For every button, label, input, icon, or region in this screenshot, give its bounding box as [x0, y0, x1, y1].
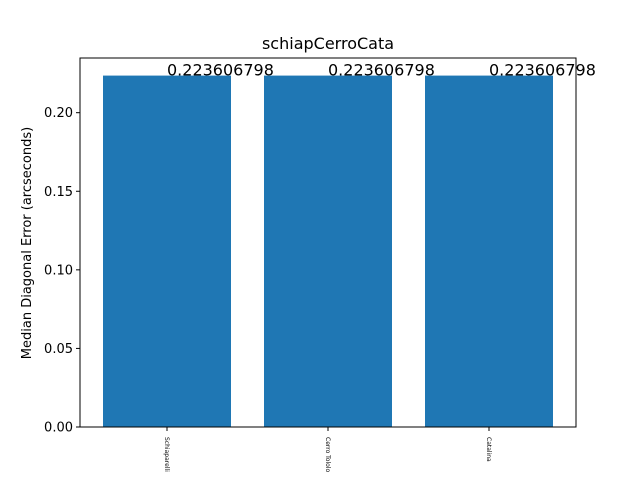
data-label: 0.223606798	[489, 61, 596, 80]
y-tick-label: 0.10	[44, 263, 73, 278]
y-tick-label: 0.00	[44, 421, 73, 436]
axes-frame	[79, 57, 577, 428]
y-axis-label: Median Diagonal Error (arcseconds)	[20, 127, 35, 359]
bar	[264, 75, 392, 427]
data-label: 0.223606798	[167, 61, 274, 80]
y-tick-label: 0.20	[44, 106, 73, 121]
y-tick-label: 0.05	[44, 342, 73, 357]
y-tick-label: 0.15	[44, 185, 73, 200]
data-label: 0.223606798	[328, 61, 435, 80]
x-tick-label: Catalina	[485, 437, 492, 462]
x-tick-label: Cerro Tololo	[324, 437, 331, 472]
bar	[103, 75, 231, 427]
bar	[425, 75, 553, 427]
x-tick-label: Schiaparelli	[163, 437, 170, 472]
plot-area: 0.00 0.05 0.10 0.15 0.20 Schiaparelli 0.223606…	[44, 61, 596, 473]
chart-title: schiapCerroCata	[262, 34, 394, 53]
